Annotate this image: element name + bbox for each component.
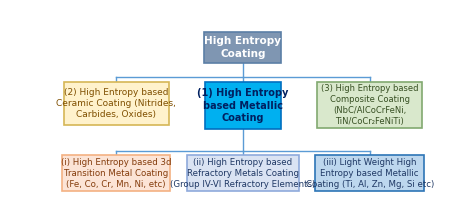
Text: (3) High Entropy based
Composite Coating
(NbC/AlCoCrFeNi,
TiN/CoCr₂FeNiTi): (3) High Entropy based Composite Coating… bbox=[321, 84, 419, 126]
Text: (iii) Light Weight High
Entropy based Metallic
Coating (Ti, Al, Zn, Mg, Si etc): (iii) Light Weight High Entropy based Me… bbox=[306, 157, 434, 189]
Text: (2) High Entropy based
Ceramic Coating (Nitrides,
Carbides, Oxides): (2) High Entropy based Ceramic Coating (… bbox=[56, 88, 176, 119]
FancyBboxPatch shape bbox=[316, 155, 424, 191]
Text: (i) High Entropy based 3d
Transition Metal Coating
(Fe, Co, Cr, Mn, Ni, etc): (i) High Entropy based 3d Transition Met… bbox=[61, 157, 172, 189]
Text: (ii) High Entropy based
Refractory Metals Coating
(Group IV-VI Refractory Elemen: (ii) High Entropy based Refractory Metal… bbox=[170, 157, 316, 189]
Text: (1) High Entropy
based Metallic
Coating: (1) High Entropy based Metallic Coating bbox=[197, 88, 289, 123]
FancyBboxPatch shape bbox=[62, 155, 170, 191]
FancyBboxPatch shape bbox=[317, 82, 422, 128]
FancyBboxPatch shape bbox=[204, 32, 282, 63]
Text: High Entropy
Coating: High Entropy Coating bbox=[204, 36, 282, 59]
FancyBboxPatch shape bbox=[64, 82, 169, 125]
FancyBboxPatch shape bbox=[205, 83, 281, 129]
FancyBboxPatch shape bbox=[187, 155, 299, 191]
